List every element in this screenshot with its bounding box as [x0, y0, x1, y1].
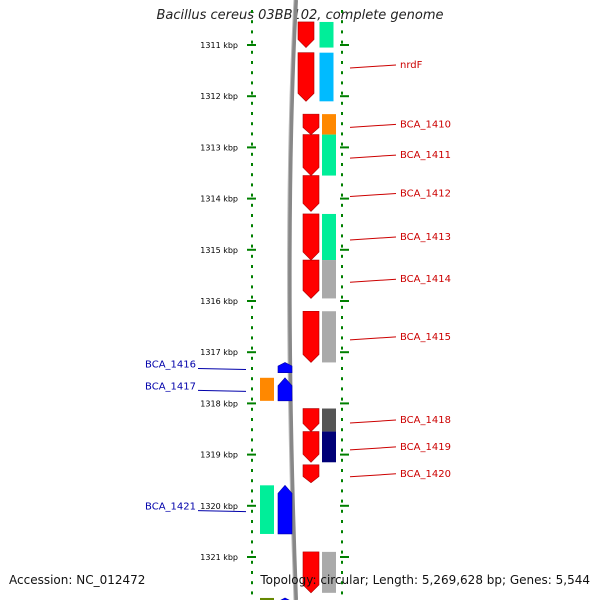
category-bar — [322, 431, 336, 463]
forward-gene-arrow — [302, 310, 320, 363]
forward-gene-label: BCA_1414 — [400, 274, 451, 285]
category-bar — [260, 377, 274, 401]
gene-leader-line — [349, 64, 397, 69]
forward-gene-label: BCA_1420 — [400, 469, 451, 480]
reverse-gene-label: BCA_1416 — [145, 360, 196, 371]
forward-gene-arrow — [302, 464, 320, 484]
gene-leader-line — [349, 154, 397, 159]
category-bar — [260, 597, 274, 600]
category-bar — [322, 134, 336, 176]
tick-label: 1316 kbp — [200, 297, 238, 306]
forward-gene-arrow — [302, 134, 320, 176]
forward-gene-arrow — [302, 431, 320, 463]
tick-label: 1320 kbp — [200, 502, 238, 511]
forward-gene-arrow — [302, 213, 320, 261]
gene-label-layer: nrdF BCA_1410 BCA_1411 BCA_1412 BCA_1413 BCA_… — [145, 60, 451, 513]
tick-layer: 1311 kbp 1312 kbp 1313 kbp 1314 kbp 1315 kbp… — [200, 10, 349, 595]
forward-gene-arrow — [302, 113, 320, 136]
forward-gene-arrow — [302, 175, 320, 212]
category-bar — [319, 52, 334, 102]
category-bar — [322, 408, 336, 432]
gene-leader-line — [349, 419, 397, 424]
forward-gene-label: BCA_1412 — [400, 188, 451, 199]
forward-gene-arrow — [302, 259, 320, 299]
tick-label: 1312 kbp — [200, 92, 238, 101]
forward-gene-arrow — [297, 21, 315, 48]
tick-label: 1313 kbp — [200, 143, 238, 152]
category-bar — [322, 311, 336, 363]
gene-leader-line — [349, 192, 397, 197]
forward-gene-label: BCA_1410 — [400, 119, 451, 130]
gene-leader-line — [349, 278, 397, 283]
tick-label: 1314 kbp — [200, 195, 238, 204]
forward-gene-arrow — [297, 52, 315, 102]
gene-layer — [260, 21, 336, 600]
gene-leader-line — [349, 446, 397, 451]
category-bar — [260, 485, 274, 534]
category-bar — [322, 213, 336, 261]
reverse-gene-arrow — [277, 362, 293, 373]
genome-title: Bacillus cereus 03BB102, complete genome — [156, 8, 444, 23]
reverse-gene-arrow — [277, 484, 293, 535]
genome-summary-text: Topology: circular; Length: 5,269,628 bp… — [260, 573, 590, 587]
genome-backbone — [287, 0, 298, 600]
reverse-gene-arrow — [277, 377, 293, 402]
reverse-gene-label: BCA_1417 — [145, 381, 196, 392]
category-bar — [319, 21, 334, 48]
forward-gene-label: BCA_1418 — [400, 415, 451, 426]
forward-gene-label: BCA_1413 — [400, 232, 451, 243]
category-bar — [322, 551, 336, 593]
gene-leader-line — [349, 123, 397, 128]
tick-label: 1321 kbp — [200, 553, 238, 562]
gene-leader-line — [197, 368, 247, 371]
category-bar — [322, 260, 336, 299]
tick-label: 1311 kbp — [200, 41, 238, 50]
forward-gene-arrow — [302, 408, 320, 432]
forward-gene-label: nrdF — [400, 60, 423, 71]
gene-leader-line — [197, 389, 247, 392]
gene-leader-line — [349, 236, 397, 241]
tick-label: 1317 kbp — [200, 348, 238, 357]
forward-gene-label: BCA_1415 — [400, 332, 451, 343]
category-bar — [322, 114, 336, 135]
tick-label: 1315 kbp — [200, 246, 238, 255]
accession-text: Accession: NC_012472 — [9, 573, 146, 587]
gene-leader-line — [349, 473, 397, 478]
tick-label: 1319 kbp — [200, 451, 238, 460]
gene-leader-line — [197, 510, 247, 513]
forward-gene-arrow — [302, 551, 320, 594]
tick-label: 1318 kbp — [200, 399, 238, 408]
forward-gene-label: BCA_1419 — [400, 442, 451, 453]
gene-leader-line — [349, 336, 397, 341]
reverse-gene-label: BCA_1421 — [145, 502, 196, 513]
forward-gene-label: BCA_1411 — [400, 150, 451, 161]
